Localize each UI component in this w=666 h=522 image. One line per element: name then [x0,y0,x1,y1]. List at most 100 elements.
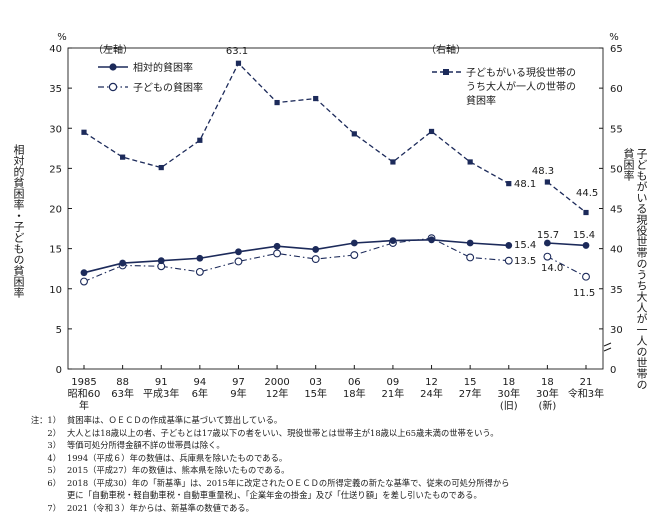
left-axis-tag: （左軸） [93,43,133,56]
footnote-text: 2018（平成30）年の「新基準」は、2015年に改定されたＯＥＣＤの所得定義の… [67,477,510,501]
x-tick-label: 91 [155,377,168,388]
x-tick-label: 年 [79,399,89,412]
child-poverty-point [311,255,320,264]
x-tick-label: 12年 [266,387,289,400]
right-tick-label: 55 [610,124,623,135]
legend-single-label-2: うち大人が一人の世帯の [466,80,576,93]
poverty-rate-point [543,239,551,247]
left-axis-label: 相対的貧困率・子どもの貧困率 [12,144,25,298]
right-axis-ticks: 30 35 40 45 50 55 60 65 0 [599,44,623,376]
x-tick-label: 18 [541,377,554,388]
label-child-new: 14.0 [541,263,563,274]
single-parent-point [390,159,396,165]
left-tick-label: 30 [49,124,62,135]
poverty-rate-point [196,254,204,262]
child-poverty-point [466,253,475,262]
single-parent-point [235,60,242,66]
footnote-row: 2） 大人とは18歳以上の者、子どもとは17歳以下の者をいい、現役世帯とは世帯主が… [28,427,658,440]
x-tick-label: 94 [193,377,206,388]
x-tick-label: 24年 [420,387,443,400]
left-axis-ticks: 0 5 10 15 20 25 30 35 40 [49,44,72,376]
label-child-old: 13.5 [514,256,536,267]
footnotes: 注：1） 貧困率は、ＯＥＣＤの作成基準に基づいて算出している。 2） 大人とは18歳以… [28,414,658,514]
footnote-number: 5） [47,465,61,475]
x-tick-label: 6年 [192,387,208,400]
x-tick-label: 27年 [459,387,482,400]
child-poverty-point [543,252,552,261]
x-tick-label: 06 [348,377,361,388]
poverty-rate-point [582,242,590,249]
x-tick-label: 平成3年 [143,387,179,400]
child-poverty-line [83,237,509,283]
x-tick-label: (旧) [500,400,518,412]
left-tick-label: 35 [49,84,62,95]
single-parent-point [313,95,319,102]
x-tick-label: 15年 [304,387,327,400]
right-tick-label: 30 [610,325,623,336]
poverty-rate-point [389,237,397,245]
legend-single-marker [443,69,449,75]
right-axis-tag: （右軸） [426,43,466,56]
poverty-rate-point [505,242,513,249]
single-parent-point [274,99,280,106]
x-tick-label: 21年 [382,387,405,400]
single-parent-point [120,154,126,160]
right-tick-label: 35 [610,285,623,296]
poverty-rate-point [235,248,242,256]
poverty-rate-line [547,242,587,247]
legend-poverty-marker [109,63,117,71]
right-tick-label: 60 [610,84,623,95]
legend-poverty-label: 相対的貧困率 [133,61,193,74]
single-parent-point [351,131,357,137]
x-tick-label: 令和3年 [568,387,604,400]
legend: 相対的貧困率 子どもの貧困率 子どもがいる現役世帯の うち大人が一人の世帯の 貧… [98,61,576,107]
right-tick-label: 0 [610,365,616,376]
child-poverty-line [547,256,587,278]
x-tick-label: 12 [425,377,438,388]
legend-single-label-3: 貧困率 [466,94,496,107]
footnote-number: 2） [47,427,61,438]
single-parent-line [83,62,510,185]
label-single-old: 48.1 [514,179,536,190]
left-tick-label: 15 [49,245,62,256]
footnote-text: 2015（平成27）年の数値は、熊本県を除いたものである。 [67,465,290,475]
x-tick-label: 9年 [230,387,246,400]
right-tick-label: 40 [610,245,623,256]
child-poverty-point [350,251,359,259]
label-poverty-new: 15.7 [537,230,559,241]
axes-frame [67,47,604,370]
x-tick-label: 88 [116,377,129,388]
child-poverty-point [582,272,590,281]
x-tick-label: 03 [309,377,322,388]
single-parent-point [506,181,512,187]
footnote-row: 6） 2018（平成30）年の「新基準」は、2015年に改定されたＯＥＣＤの所得定… [28,477,658,502]
poverty-rate-point [428,236,435,244]
legend-child-marker [108,82,118,92]
label-poverty-old: 15.4 [514,240,536,251]
right-axis-label-text: 子どもがいる現役世帯のうち大人が一人の世帯の貧困率 [622,148,648,390]
left-tick-label: 25 [49,164,62,175]
legend-single-label-1: 子どもがいる現役世帯の [466,66,576,79]
x-tick-label: 09 [387,377,400,388]
poverty-rate-point [157,257,165,265]
single-parent-point [197,137,203,143]
footnote-row: 5） 2015（平成27）年の数値は、熊本県を除いたものである。 [28,464,658,477]
footnote-number: 4） [47,452,61,463]
footnote-text: 等価可処分所得金額不詳の世帯員は除く。 [67,440,225,450]
left-tick-label: 5 [56,325,62,336]
footnote-row: 注：1） 貧困率は、ＯＥＣＤの作成基準に基づいて算出している。 [28,414,658,427]
label-poverty-21: 15.4 [573,230,595,241]
footnote-text: 1994（平成６）年の数値は、兵庫県を除いたものである。 [67,452,288,463]
poverty-rate-point [273,242,281,250]
poverty-rate-point [312,246,320,253]
footnote-row: 7） 2021（令和３）年からは、新基準の数値である。 [28,502,658,515]
label-peak: 63.1 [226,46,248,57]
label-child-21: 11.5 [573,288,595,299]
right-tick-label: 50 [610,164,623,175]
footnote-row: 4） 1994（平成６）年の数値は、兵庫県を除いたものである。 [28,452,658,465]
label-single-21: 44.5 [576,188,598,199]
axis-break-icon [603,342,612,352]
child-poverty-point [273,249,282,258]
child-poverty-point [234,257,243,266]
